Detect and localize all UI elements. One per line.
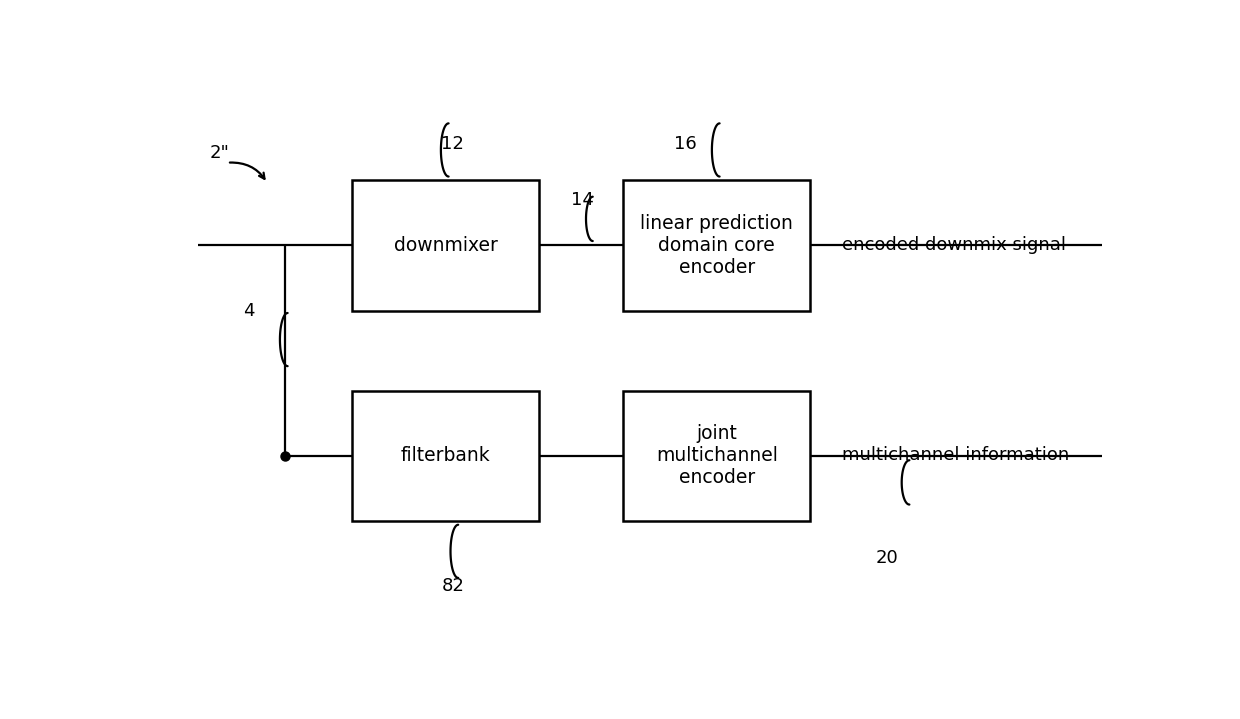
Text: 14: 14	[572, 191, 594, 209]
Text: filterbank: filterbank	[401, 446, 491, 465]
Bar	[622, 180, 811, 311]
Text: 20: 20	[875, 549, 899, 567]
Text: 82: 82	[441, 577, 464, 595]
Text: 2": 2"	[210, 144, 229, 162]
Text: encoded downmix signal: encoded downmix signal	[842, 236, 1066, 254]
Text: linear prediction
domain core
encoder: linear prediction domain core encoder	[640, 214, 794, 277]
Text: 16: 16	[675, 135, 697, 153]
Bar	[352, 180, 539, 311]
Text: joint
multichannel
encoder: joint multichannel encoder	[656, 424, 777, 487]
Bar	[622, 391, 811, 521]
Text: multichannel information: multichannel information	[842, 446, 1069, 464]
Text: 4: 4	[243, 301, 255, 319]
Text: 12: 12	[441, 135, 464, 153]
Text: downmixer: downmixer	[394, 236, 497, 255]
Bar	[352, 391, 539, 521]
